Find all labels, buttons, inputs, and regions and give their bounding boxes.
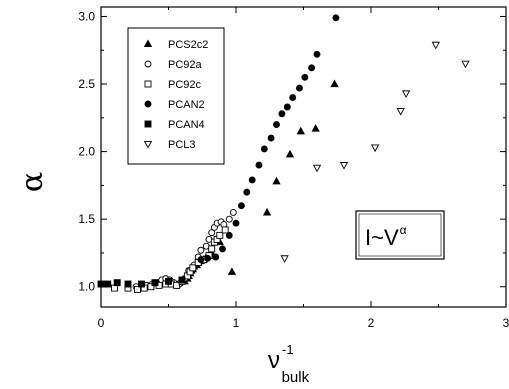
point-pcan4	[104, 280, 112, 288]
legend-marker-pc92a	[144, 60, 152, 68]
x-tick-label: 2	[368, 316, 375, 330]
point-pcs2c2	[330, 79, 339, 88]
legend-marker-pcs2c2	[143, 39, 153, 48]
point-pcan2	[260, 145, 268, 153]
legend-label: PC92c	[168, 79, 202, 91]
legend-label: PCL3	[168, 139, 196, 151]
point-pcs2c2	[311, 124, 320, 132]
y-tick-label: 2.5	[78, 77, 95, 91]
point-pc92c	[189, 264, 197, 272]
point-pcl3	[339, 162, 349, 170]
point-pcan4	[124, 280, 132, 288]
point-pcan2	[225, 231, 233, 239]
annotation-text: I~Vα	[365, 223, 407, 250]
point-pcan2	[255, 161, 263, 169]
legend-label: PCS2c2	[168, 39, 208, 51]
legend-label: PCAN4	[168, 119, 205, 131]
legend: PCS2c2 PC92a PC92c PCAN2 PCAN4 PCL3	[127, 27, 225, 165]
legend-marker-pc92c	[144, 80, 152, 88]
legend-items: PCS2c2 PC92a PC92c PCAN2 PCAN4 PCL3	[143, 39, 208, 151]
legend-marker-pcan2	[144, 100, 152, 108]
point-pcan2	[248, 176, 256, 184]
point-pcan2	[289, 94, 297, 101]
point-pcl3	[280, 255, 289, 263]
point-pcan2	[301, 73, 309, 81]
point-pcl3	[401, 90, 411, 99]
point-pc92c	[216, 231, 224, 239]
point-pcan4	[165, 277, 172, 285]
annotation-base: I~V	[365, 225, 399, 250]
data-points	[97, 14, 470, 293]
point-pcan4	[138, 280, 145, 288]
point-pcan2	[219, 245, 226, 253]
point-pcan2	[267, 134, 275, 142]
point-pcs2c2	[285, 149, 295, 158]
point-pcs2c2	[227, 267, 237, 275]
point-pcan2	[273, 121, 280, 129]
point-pcan2	[197, 256, 205, 264]
point-pcl3	[461, 60, 470, 69]
x-axis-label-sup: -1	[282, 342, 294, 357]
legend-frame	[127, 27, 225, 165]
x-tick-label: 0	[98, 316, 105, 330]
point-pcs2c2	[272, 176, 281, 185]
x-tick-label: 1	[233, 316, 240, 330]
point-pcl3	[431, 41, 440, 50]
point-pc92a	[229, 208, 237, 216]
legend-label: PC92a	[168, 59, 203, 71]
x-axis-label-base: ν	[268, 347, 280, 374]
point-pcan2	[308, 64, 316, 72]
annotation-inner-frame	[358, 213, 442, 257]
point-pc92c	[133, 285, 141, 293]
legend-marker-pcl3	[143, 140, 153, 149]
point-pcan2	[332, 14, 340, 22]
annotation-frame	[355, 210, 445, 260]
x-axis-label: ν -1 bulk	[268, 342, 310, 386]
point-pcan4	[151, 279, 159, 287]
point-pcl3	[370, 144, 380, 153]
point-pcan2	[204, 254, 212, 262]
point-pcan2	[296, 84, 303, 92]
point-pcl3	[312, 164, 322, 173]
point-pcan4	[178, 276, 186, 284]
legend-marker-pcan4	[144, 120, 152, 128]
point-pcan2	[313, 50, 321, 58]
point-pcan2	[243, 188, 251, 196]
point-pcan2	[278, 110, 286, 118]
y-tick-label: 1.0	[78, 280, 95, 294]
point-pcs2c2	[296, 126, 305, 135]
x-axis-label-sub: bulk	[282, 369, 310, 386]
annotation-sup: α	[400, 223, 407, 237]
point-pcan2	[283, 103, 291, 111]
point-pcan2	[212, 253, 220, 261]
point-pcan4	[113, 279, 121, 287]
point-pc92a	[208, 229, 216, 237]
point-pcan2	[232, 219, 240, 227]
point-pc92a	[225, 215, 233, 223]
point-pcan4	[97, 280, 105, 288]
point-pcan2	[237, 202, 245, 210]
point-pc92c	[221, 226, 229, 234]
y-axis-label: α	[15, 172, 50, 192]
point-pc92a	[197, 246, 205, 254]
point-pc92c	[147, 283, 155, 291]
point-pc92c	[173, 281, 181, 289]
y-tick-label: 1.5	[78, 212, 95, 226]
x-tick-label: 3	[503, 316, 509, 330]
axis-ticks: 0 1 2 3 1.0 1.5 2.0 2.5 3.0	[78, 7, 509, 330]
power-law-annotation: I~Vα	[355, 210, 445, 260]
point-pcl3	[396, 108, 405, 116]
y-tick-label: 2.0	[78, 145, 95, 159]
y-tick-label: 3.0	[78, 9, 95, 23]
point-pc92c	[208, 245, 216, 253]
legend-label: PCAN2	[168, 99, 205, 111]
point-pcs2c2	[262, 207, 272, 216]
